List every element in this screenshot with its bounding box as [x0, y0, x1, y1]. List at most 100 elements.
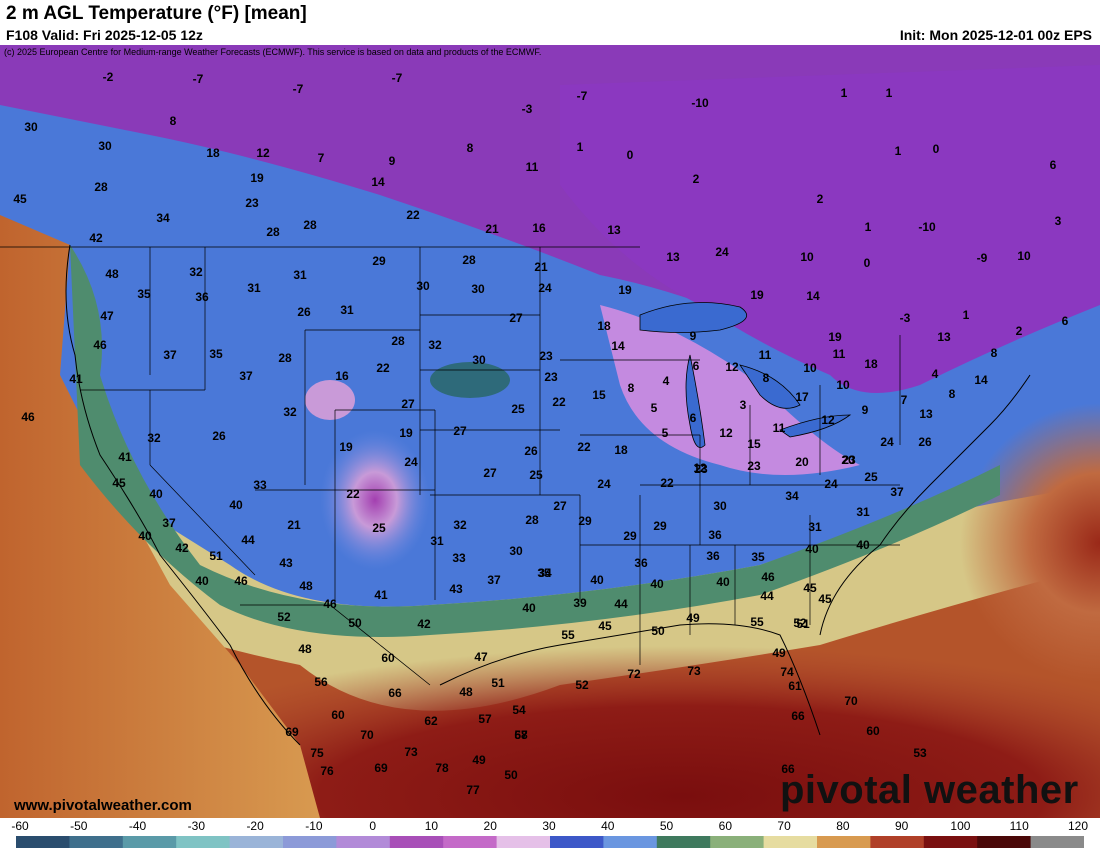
temperature-label: -7 — [577, 89, 588, 103]
scale-tick-label: -20 — [246, 819, 264, 833]
scale-color-swatch — [710, 836, 765, 848]
temperature-label: 1 — [963, 308, 970, 322]
temperature-label: 13 — [919, 407, 933, 421]
temperature-label: 30 — [471, 282, 485, 296]
temperature-label: 8 — [763, 371, 770, 385]
temperature-label: 19 — [618, 283, 632, 297]
temperature-label: 28 — [278, 351, 292, 365]
temperature-label: 27 — [401, 397, 415, 411]
temperature-label: 28 — [391, 334, 405, 348]
temperature-label: 36 — [706, 549, 720, 563]
temperature-label: 19 — [250, 171, 264, 185]
temperature-label: 44 — [241, 533, 255, 547]
temperature-label: 34 — [785, 489, 799, 503]
temperature-label: 33 — [253, 478, 267, 492]
temperature-label: 46 — [21, 410, 35, 424]
temperature-label: 29 — [653, 519, 667, 533]
temperature-label: 28 — [94, 180, 108, 194]
temperature-label: 69 — [374, 761, 388, 775]
temperature-label: 20 — [795, 455, 809, 469]
temperature-label: 30 — [24, 120, 38, 134]
state-borders — [0, 246, 901, 665]
temperature-label: -3 — [900, 311, 911, 325]
temperature-label: 40 — [522, 601, 536, 615]
temperature-label: 43 — [449, 582, 463, 596]
site-url[interactable]: www.pivotalweather.com — [14, 797, 192, 814]
temperature-label: 23 — [842, 453, 856, 467]
temperature-label: 14 — [974, 373, 988, 387]
scale-color-swatch — [122, 836, 177, 848]
temperature-label: 24 — [597, 477, 611, 491]
scale-color-swatch — [763, 836, 818, 848]
temperature-label: 10 — [1017, 249, 1031, 263]
temperature-label: 1 — [865, 220, 872, 234]
temperature-label: 50 — [504, 768, 518, 782]
temperature-label: 52 — [277, 610, 291, 624]
temperature-label: 9 — [690, 329, 697, 343]
temperature-label: 37 — [239, 369, 253, 383]
color-scale-bar — [16, 836, 1084, 848]
temperature-label: 22 — [660, 476, 674, 490]
temperature-label: 5 — [651, 401, 658, 415]
temperature-label: 22 — [577, 440, 591, 454]
scale-tick-label: -30 — [187, 819, 205, 833]
scale-tick-label: 80 — [836, 819, 850, 833]
temperature-label: 40 — [138, 529, 152, 543]
temperature-label: 53 — [913, 746, 927, 760]
temperature-label: 23 — [544, 370, 558, 384]
temperature-label: -9 — [977, 251, 988, 265]
temperature-label: 30 — [713, 499, 727, 513]
temperature-label: 46 — [234, 574, 248, 588]
temperature-label: 49 — [472, 753, 486, 767]
temperature-label: 36 — [708, 528, 722, 542]
temperature-label: 16 — [532, 221, 546, 235]
temperature-label: 74 — [780, 665, 794, 679]
pacific-warm-region — [0, 215, 320, 818]
scale-color-swatch — [656, 836, 711, 848]
temperature-label: 42 — [175, 541, 189, 555]
temperature-label: 32 — [283, 405, 297, 419]
scale-tick-label: 90 — [894, 819, 909, 833]
temperature-label: 25 — [511, 402, 525, 416]
temperature-label: 77 — [466, 783, 480, 797]
temperature-label: 48 — [299, 579, 313, 593]
temperature-label: 8 — [628, 381, 635, 395]
temperature-label: 50 — [651, 624, 665, 638]
temperature-label: 9 — [389, 154, 396, 168]
mexico-border — [240, 604, 431, 686]
temperature-label: 41 — [374, 588, 388, 602]
temperature-label: 78 — [435, 761, 449, 775]
temperature-label: 57 — [478, 712, 492, 726]
scale-tick-label: 20 — [483, 819, 497, 833]
temperature-label: 57 — [514, 728, 528, 742]
temperature-label: 35 — [537, 566, 551, 580]
temperature-label: 19 — [828, 330, 842, 344]
scale-tick-label: -60 — [11, 819, 29, 833]
temperature-label: 8 — [170, 114, 177, 128]
northern-plains-cold-spot — [430, 362, 510, 398]
temperature-label: 31 — [293, 268, 307, 282]
temperature-label: 19 — [399, 426, 413, 440]
scale-tick-label: 70 — [777, 819, 791, 833]
scale-color-swatch — [176, 836, 231, 848]
temperature-label: 18 — [206, 146, 220, 160]
temperature-label: 30 — [472, 353, 486, 367]
scale-color-swatch — [550, 836, 604, 848]
temperature-label: 26 — [297, 305, 311, 319]
temperature-label: 32 — [453, 518, 467, 532]
temperature-label: 16 — [335, 369, 349, 383]
temperature-label: 56 — [314, 675, 328, 689]
temperature-label: 40 — [590, 573, 604, 587]
temperature-map[interactable]: -2 -7 -7 -7 -3 -7 -10 1 1 30 8 30 18 12 7 9 8 1 0 28 19 14 11 2… — [0, 45, 1100, 818]
temperature-label: 13 — [607, 223, 621, 237]
temperature-label: 30 — [509, 544, 523, 558]
scale-color-swatch — [69, 836, 124, 848]
temperature-label: 61 — [788, 679, 802, 693]
temperature-label: 1 — [841, 86, 848, 100]
scale-tick-label: 60 — [718, 819, 733, 833]
temperature-label: 40 — [716, 575, 730, 589]
temperature-label: 60 — [866, 724, 880, 738]
temperature-label: 31 — [340, 303, 354, 317]
temperature-label: 28 — [303, 218, 317, 232]
temperature-label: 73 — [687, 664, 701, 678]
